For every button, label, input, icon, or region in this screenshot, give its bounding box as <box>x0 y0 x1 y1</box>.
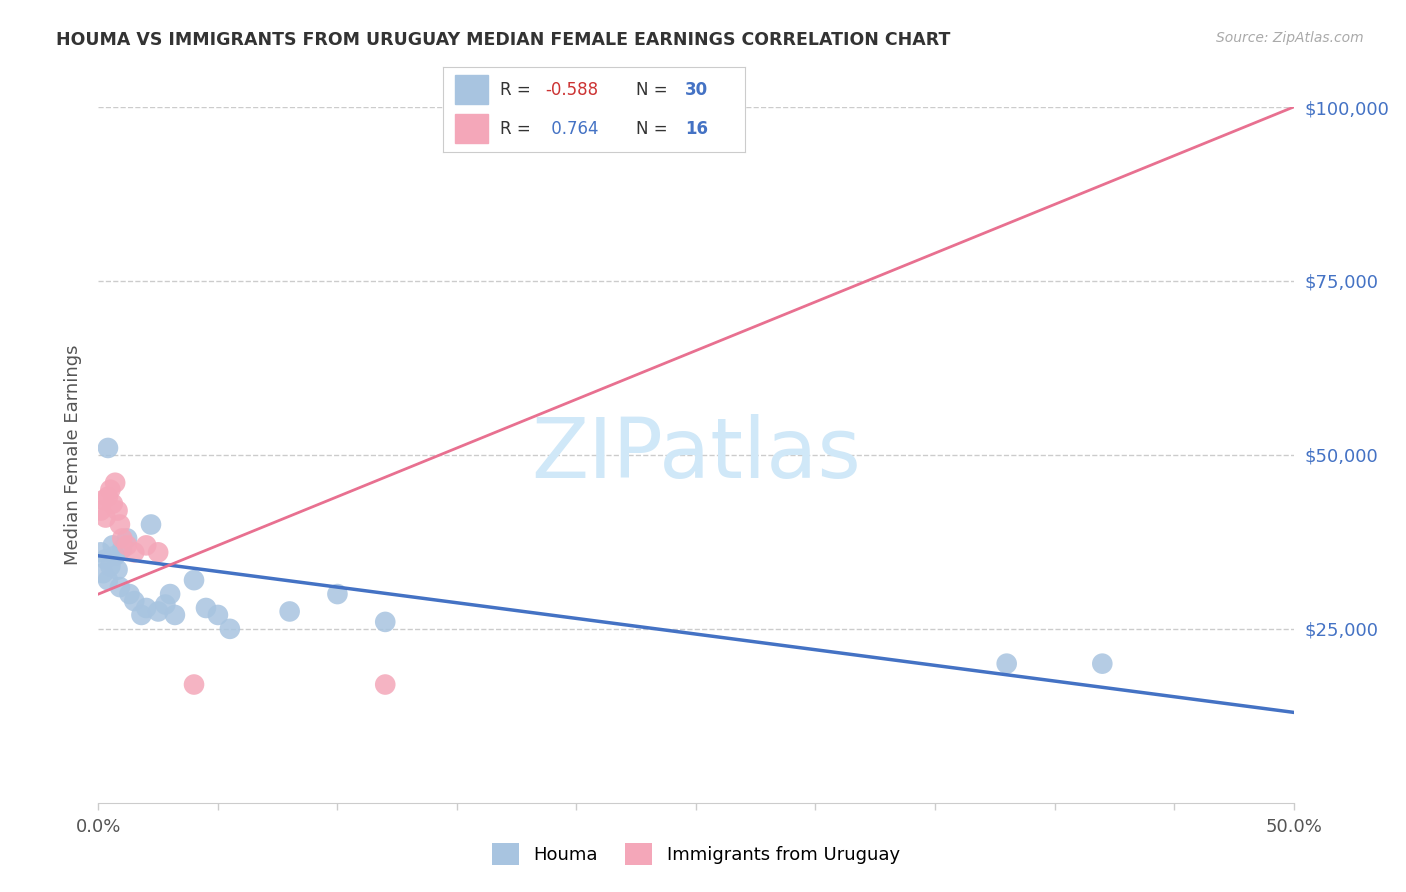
Point <box>91 566 114 581</box>
Legend: Houma, Immigrants from Uruguay: Houma, Immigrants from Uruguay <box>484 834 908 874</box>
Text: HOUMA VS IMMIGRANTS FROM URUGUAY MEDIAN FEMALE EARNINGS CORRELATION CHART: HOUMA VS IMMIGRANTS FROM URUGUAY MEDIAN … <box>56 31 950 49</box>
Point <box>94 552 117 566</box>
Point <box>135 601 157 615</box>
Point <box>995 657 1018 671</box>
Point <box>326 587 349 601</box>
Point <box>124 545 146 559</box>
Point <box>107 503 129 517</box>
Point <box>374 615 396 629</box>
Point <box>108 580 131 594</box>
Y-axis label: Median Female Earnings: Median Female Earnings <box>63 344 82 566</box>
Point <box>219 622 242 636</box>
Text: Source: ZipAtlas.com: Source: ZipAtlas.com <box>1216 31 1364 45</box>
Point <box>148 605 170 619</box>
Point <box>97 441 120 455</box>
Point <box>139 517 162 532</box>
Point <box>374 677 396 691</box>
Text: R =: R = <box>501 120 536 137</box>
Point <box>97 490 120 504</box>
Point <box>135 538 157 552</box>
Point <box>207 607 229 622</box>
Text: ZIPatlas: ZIPatlas <box>531 415 860 495</box>
Point <box>90 503 112 517</box>
Point <box>155 598 177 612</box>
Point <box>115 532 138 546</box>
Point <box>91 493 114 508</box>
Text: 30: 30 <box>685 81 707 99</box>
Point <box>104 549 127 563</box>
Point <box>104 475 127 490</box>
Point <box>111 541 134 556</box>
Point <box>124 594 146 608</box>
Point <box>98 483 122 497</box>
Point <box>163 607 186 622</box>
Point <box>111 532 134 546</box>
Text: R =: R = <box>501 81 536 99</box>
Text: N =: N = <box>637 81 673 99</box>
Text: 16: 16 <box>685 120 707 137</box>
Point <box>94 510 117 524</box>
Point <box>90 545 112 559</box>
Point <box>108 517 131 532</box>
Text: -0.588: -0.588 <box>546 81 599 99</box>
Point <box>118 587 141 601</box>
Point <box>194 601 218 615</box>
Point <box>1091 657 1114 671</box>
Point <box>131 607 153 622</box>
Point <box>101 538 124 552</box>
Bar <box>456 114 488 143</box>
Point <box>98 559 122 574</box>
Text: 0.764: 0.764 <box>546 120 598 137</box>
Point <box>159 587 181 601</box>
Point <box>148 545 170 559</box>
Point <box>183 677 205 691</box>
Bar <box>456 76 488 104</box>
Point <box>101 497 124 511</box>
Point <box>97 573 120 587</box>
Text: N =: N = <box>637 120 673 137</box>
Point <box>107 563 129 577</box>
Point <box>278 605 301 619</box>
Point <box>183 573 205 587</box>
Point <box>115 538 138 552</box>
